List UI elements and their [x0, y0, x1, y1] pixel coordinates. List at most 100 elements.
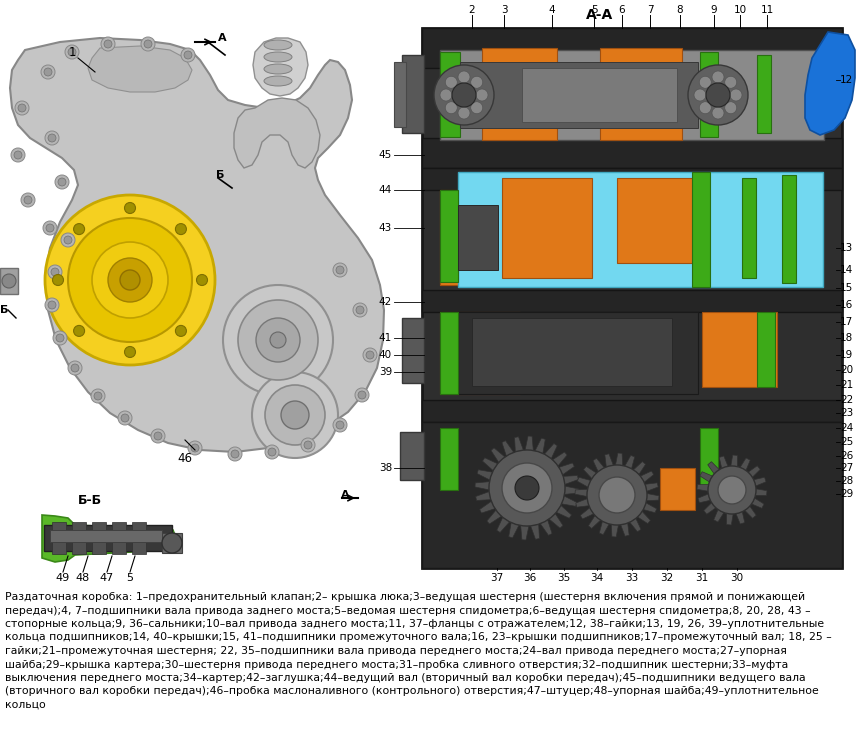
Text: Раздаточная коробка: 1–предохранительный клапан;2– крышка люка;3–ведущая шестерн: Раздаточная коробка: 1–предохранительный…: [5, 592, 805, 602]
Circle shape: [18, 104, 26, 112]
Circle shape: [708, 466, 756, 514]
Polygon shape: [549, 513, 563, 528]
Circle shape: [458, 107, 470, 119]
Circle shape: [301, 438, 315, 452]
Text: 30: 30: [730, 573, 744, 583]
Circle shape: [336, 421, 344, 429]
Bar: [402, 55, 424, 133]
Circle shape: [55, 175, 69, 189]
Bar: [422, 28, 842, 568]
Bar: [92, 522, 106, 554]
Circle shape: [43, 221, 57, 235]
Bar: [660, 468, 695, 510]
Circle shape: [45, 298, 59, 312]
Circle shape: [24, 196, 32, 204]
Text: 18: 18: [840, 333, 853, 343]
Polygon shape: [625, 456, 635, 469]
Circle shape: [162, 533, 182, 553]
Bar: [700, 428, 718, 486]
Bar: [702, 312, 777, 387]
Polygon shape: [482, 458, 498, 471]
Polygon shape: [552, 452, 568, 466]
Text: 16: 16: [840, 300, 853, 310]
Circle shape: [45, 195, 215, 365]
Bar: [162, 533, 182, 553]
Polygon shape: [634, 462, 646, 474]
Polygon shape: [641, 471, 654, 483]
Text: 14: 14: [840, 265, 853, 275]
Circle shape: [125, 347, 136, 358]
Circle shape: [58, 178, 66, 186]
Circle shape: [71, 364, 79, 372]
Text: 11: 11: [760, 5, 774, 15]
Circle shape: [238, 300, 318, 380]
Bar: [440, 52, 460, 137]
Polygon shape: [487, 510, 501, 524]
Circle shape: [46, 224, 54, 232]
Polygon shape: [755, 489, 767, 495]
Text: 31: 31: [696, 573, 709, 583]
Text: (вторичного вал коробки передач);46–пробка маслоналивного (контрольного) отверст: (вторичного вал коробки передач);46–проб…: [5, 686, 819, 696]
Polygon shape: [535, 438, 545, 453]
Circle shape: [141, 37, 155, 51]
Circle shape: [175, 326, 187, 336]
Text: 45: 45: [378, 150, 392, 160]
Circle shape: [281, 401, 309, 429]
Polygon shape: [531, 524, 539, 539]
Circle shape: [21, 193, 35, 207]
Circle shape: [688, 65, 748, 125]
Circle shape: [489, 450, 565, 526]
Text: 1: 1: [68, 46, 76, 60]
Polygon shape: [509, 523, 519, 538]
Polygon shape: [703, 503, 716, 514]
Text: 19: 19: [840, 350, 853, 360]
Text: 2: 2: [469, 5, 476, 15]
Circle shape: [65, 45, 79, 59]
Bar: [757, 312, 775, 387]
Polygon shape: [514, 437, 524, 452]
Bar: [600, 48, 682, 140]
Polygon shape: [491, 447, 505, 462]
Polygon shape: [740, 458, 750, 471]
Polygon shape: [752, 498, 764, 508]
Circle shape: [68, 361, 82, 375]
Circle shape: [336, 266, 344, 274]
Circle shape: [41, 65, 55, 79]
Polygon shape: [727, 513, 734, 525]
Polygon shape: [605, 453, 613, 467]
Bar: [700, 52, 718, 137]
Circle shape: [470, 102, 482, 114]
Text: 46: 46: [177, 451, 193, 465]
Polygon shape: [753, 477, 766, 486]
Bar: [472, 318, 672, 386]
Circle shape: [68, 218, 192, 342]
Circle shape: [51, 268, 59, 276]
Bar: [400, 432, 424, 480]
Circle shape: [11, 148, 25, 162]
Circle shape: [718, 476, 746, 504]
Text: 7: 7: [647, 5, 654, 15]
Circle shape: [515, 476, 539, 500]
Polygon shape: [616, 453, 623, 465]
Polygon shape: [700, 471, 712, 482]
Bar: [422, 138, 842, 168]
Circle shape: [2, 274, 16, 288]
Polygon shape: [577, 477, 591, 487]
Bar: [440, 312, 458, 394]
Circle shape: [445, 102, 458, 114]
Text: 12: 12: [840, 75, 853, 85]
Text: Б: Б: [216, 170, 224, 180]
Ellipse shape: [264, 64, 292, 74]
Text: 8: 8: [677, 5, 684, 15]
Circle shape: [191, 444, 199, 452]
Bar: [458, 172, 823, 287]
Circle shape: [56, 334, 64, 342]
Circle shape: [587, 465, 647, 525]
Bar: [44, 525, 172, 551]
Polygon shape: [697, 485, 709, 492]
Circle shape: [265, 445, 279, 459]
Polygon shape: [714, 509, 724, 522]
Text: 34: 34: [590, 573, 604, 583]
Ellipse shape: [264, 40, 292, 50]
Ellipse shape: [264, 76, 292, 86]
